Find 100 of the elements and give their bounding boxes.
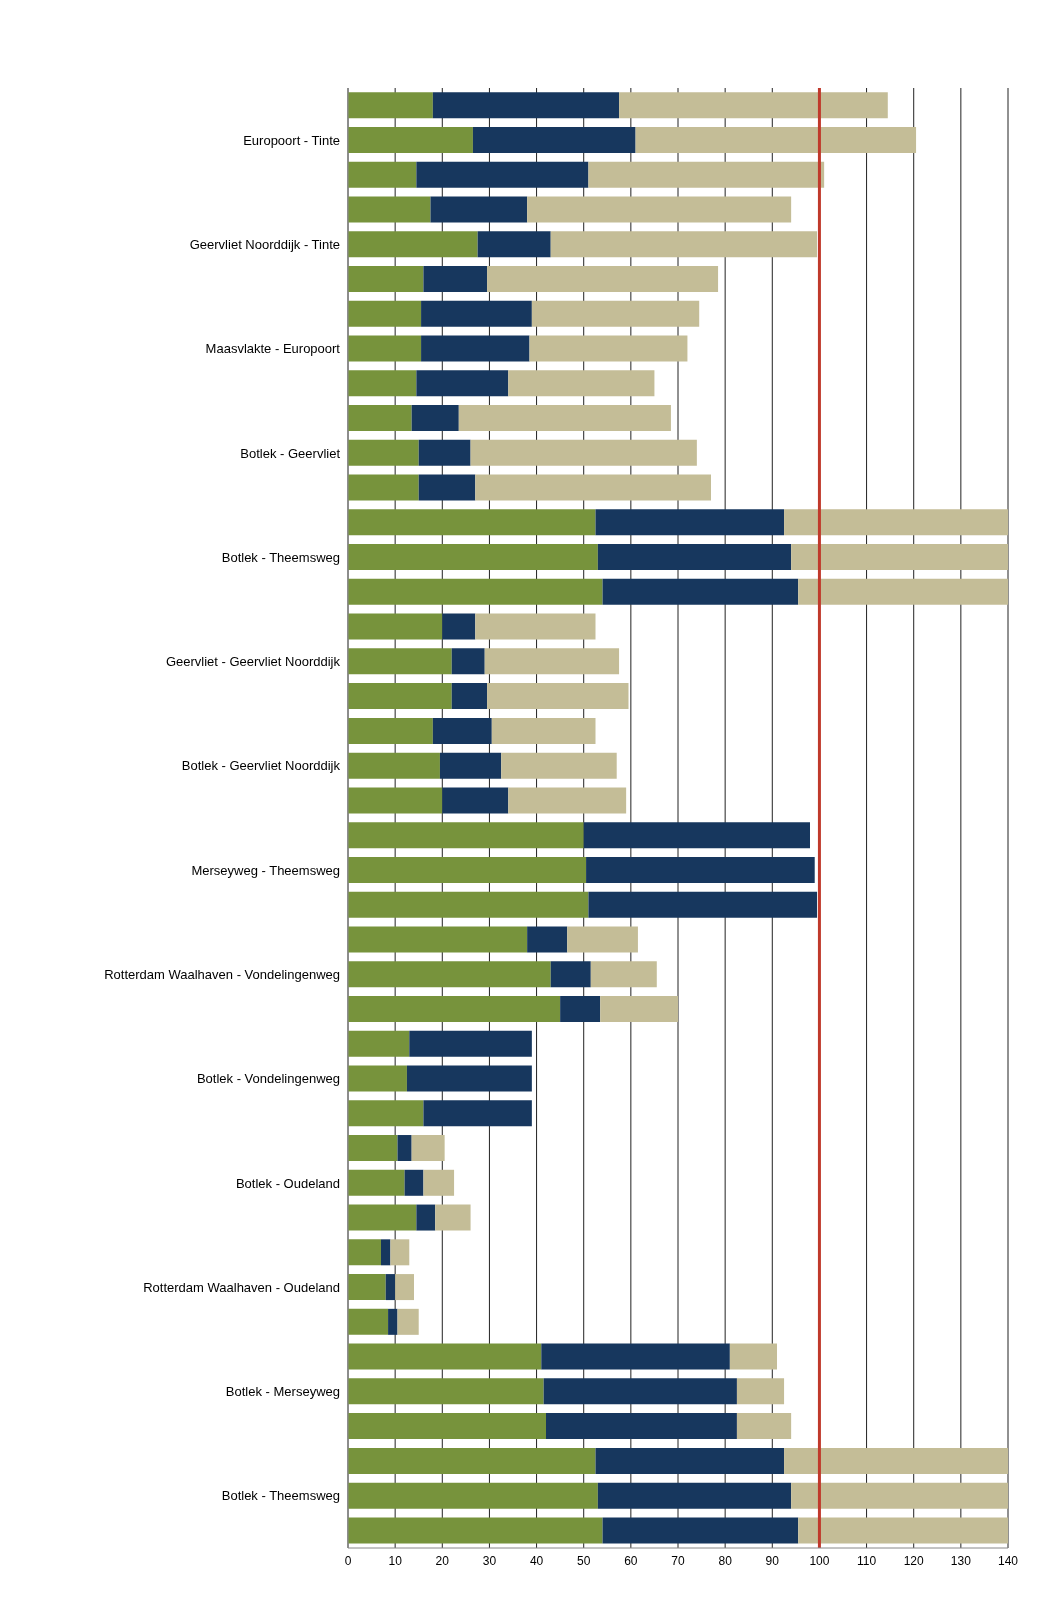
x-tick-label: 30 bbox=[482, 1553, 497, 1568]
bar bbox=[348, 856, 587, 883]
x-tick-label: 20 bbox=[435, 1553, 450, 1568]
bar bbox=[348, 509, 596, 536]
bar bbox=[791, 1482, 1008, 1509]
x-tick-label: 130 bbox=[950, 1553, 972, 1568]
bar bbox=[543, 1378, 737, 1405]
y-tick-label: Geervliet - Geervliet Noorddijk bbox=[165, 654, 341, 670]
bar bbox=[736, 1413, 792, 1440]
bar bbox=[439, 752, 502, 779]
bar bbox=[442, 787, 509, 814]
bar bbox=[791, 544, 1008, 571]
bar bbox=[418, 474, 476, 501]
bar bbox=[531, 300, 700, 327]
y-tick-label: Rotterdam Waalhaven - Vondelingenweg bbox=[104, 967, 340, 983]
bar bbox=[590, 961, 657, 988]
bar bbox=[432, 92, 620, 119]
y-tick-label: Botlek - Theemsweg bbox=[221, 1488, 340, 1504]
bar bbox=[348, 92, 433, 119]
bar bbox=[395, 1274, 414, 1301]
y-tick-label: Geervliet Noorddijk - Tinte bbox=[189, 237, 340, 253]
bar bbox=[508, 370, 655, 397]
bar bbox=[597, 1482, 792, 1509]
bar bbox=[477, 231, 551, 258]
x-tick-label: 0 bbox=[344, 1553, 352, 1568]
bar bbox=[416, 370, 509, 397]
bar bbox=[487, 683, 629, 710]
bar bbox=[435, 1204, 471, 1231]
bar bbox=[451, 648, 485, 675]
bar bbox=[390, 1239, 410, 1266]
bar bbox=[348, 752, 440, 779]
bar bbox=[550, 231, 818, 258]
x-tick-label: 100 bbox=[809, 1553, 830, 1568]
bar bbox=[348, 265, 424, 292]
bar bbox=[348, 787, 443, 814]
y-tick-label: Europoort - Tinte bbox=[243, 132, 340, 148]
bar bbox=[348, 1343, 542, 1370]
bar bbox=[423, 1100, 532, 1127]
bar bbox=[348, 231, 478, 258]
bar bbox=[600, 995, 678, 1022]
bar bbox=[348, 1065, 407, 1092]
bar bbox=[421, 335, 530, 362]
bar bbox=[798, 1517, 1008, 1544]
bar bbox=[348, 995, 561, 1022]
bar bbox=[404, 1169, 424, 1196]
bar bbox=[470, 439, 697, 466]
bar bbox=[508, 787, 627, 814]
bar bbox=[348, 405, 412, 432]
bar bbox=[348, 300, 422, 327]
bar bbox=[729, 1343, 777, 1370]
bar bbox=[348, 1308, 389, 1335]
bar bbox=[475, 474, 711, 501]
bar bbox=[348, 1274, 386, 1301]
bar bbox=[388, 1308, 398, 1335]
bar bbox=[348, 1447, 596, 1474]
bar bbox=[451, 683, 488, 710]
bar bbox=[348, 1482, 598, 1509]
bar bbox=[348, 474, 419, 501]
bar bbox=[348, 1517, 603, 1544]
bar bbox=[348, 1413, 546, 1440]
bar bbox=[416, 161, 589, 188]
bar bbox=[348, 196, 431, 223]
bar bbox=[602, 578, 799, 605]
bar bbox=[348, 1204, 417, 1231]
x-tick-label: 50 bbox=[577, 1553, 591, 1568]
x-tick-label: 110 bbox=[857, 1553, 877, 1568]
bar bbox=[798, 578, 1008, 605]
x-tick-label: 10 bbox=[388, 1553, 403, 1568]
bar bbox=[348, 1135, 398, 1162]
x-tick-label: 120 bbox=[903, 1553, 925, 1568]
y-tick-label: Botlek - Oudeland bbox=[235, 1175, 340, 1191]
bar bbox=[546, 1413, 737, 1440]
bar bbox=[560, 995, 601, 1022]
y-tick-label: Botlek - Theemsweg bbox=[221, 549, 340, 565]
bar bbox=[348, 335, 422, 362]
bar bbox=[418, 439, 471, 466]
bar bbox=[421, 300, 532, 327]
bar bbox=[430, 196, 528, 223]
bar bbox=[348, 161, 417, 188]
bar bbox=[348, 1378, 544, 1405]
bar bbox=[348, 439, 419, 466]
y-tick-label: Merseyweg - Theemsweg bbox=[191, 862, 340, 878]
bar bbox=[619, 92, 888, 119]
bar bbox=[348, 891, 589, 918]
bar bbox=[588, 161, 825, 188]
bar bbox=[586, 856, 815, 883]
bar bbox=[348, 1239, 381, 1266]
bar bbox=[348, 370, 417, 397]
x-tick-label: 70 bbox=[671, 1553, 685, 1568]
bar bbox=[348, 126, 473, 153]
bar bbox=[348, 578, 603, 605]
bar bbox=[348, 544, 598, 571]
x-tick-label: 40 bbox=[529, 1553, 544, 1568]
bar bbox=[381, 1239, 391, 1266]
y-tick-label: Maasvlakte - Europoort bbox=[205, 341, 341, 357]
bar bbox=[597, 544, 792, 571]
bar bbox=[348, 717, 433, 744]
bar bbox=[411, 1135, 445, 1162]
x-tick-label: 60 bbox=[624, 1553, 638, 1568]
bar bbox=[635, 126, 917, 153]
